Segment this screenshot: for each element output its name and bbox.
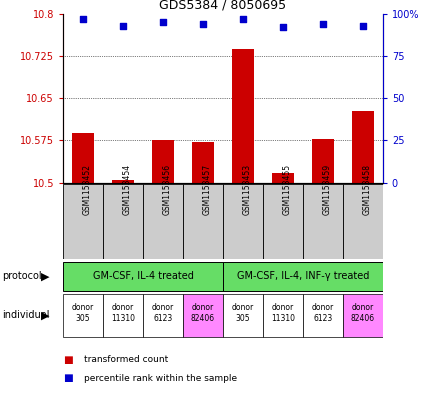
Text: ■: ■ <box>63 354 72 365</box>
Text: GM-CSF, IL-4 treated: GM-CSF, IL-4 treated <box>92 271 193 281</box>
Bar <box>223 262 382 291</box>
Bar <box>231 49 253 183</box>
Text: GM-CSF, IL-4, INF-γ treated: GM-CSF, IL-4, INF-γ treated <box>236 271 368 281</box>
Bar <box>342 294 382 337</box>
Bar <box>342 184 382 259</box>
Bar <box>143 184 183 259</box>
Text: ▶: ▶ <box>41 310 49 320</box>
Bar <box>262 184 302 259</box>
Bar <box>262 294 302 337</box>
Text: GSM1153454: GSM1153454 <box>123 164 132 215</box>
Text: transformed count: transformed count <box>84 355 168 364</box>
Point <box>79 16 86 22</box>
Bar <box>183 184 222 259</box>
Bar <box>191 142 214 183</box>
Point <box>239 16 246 22</box>
Bar <box>103 294 143 337</box>
Bar <box>63 262 223 291</box>
Point <box>279 24 286 30</box>
Bar <box>302 184 342 259</box>
Text: donor
305: donor 305 <box>72 303 94 323</box>
Point <box>199 21 206 27</box>
Text: individual: individual <box>2 310 49 320</box>
Text: GSM1153458: GSM1153458 <box>362 164 371 215</box>
Bar <box>63 294 103 337</box>
Bar <box>72 133 94 183</box>
Text: percentile rank within the sample: percentile rank within the sample <box>84 374 237 382</box>
Text: GSM1153453: GSM1153453 <box>242 164 251 215</box>
Text: ▶: ▶ <box>41 271 49 281</box>
Text: ■: ■ <box>63 373 72 383</box>
Bar <box>183 294 222 337</box>
Bar <box>143 294 183 337</box>
Point <box>119 22 126 29</box>
Text: GSM1153459: GSM1153459 <box>322 164 331 215</box>
Text: donor
82406: donor 82406 <box>191 303 214 323</box>
Bar <box>151 141 174 183</box>
Text: GSM1153457: GSM1153457 <box>203 164 211 215</box>
Bar <box>302 294 342 337</box>
Text: donor
11310: donor 11310 <box>270 303 294 323</box>
Text: GSM1153452: GSM1153452 <box>83 164 92 215</box>
Text: donor
305: donor 305 <box>231 303 253 323</box>
Bar <box>223 294 262 337</box>
Text: donor
11310: donor 11310 <box>111 303 135 323</box>
Text: donor
82406: donor 82406 <box>350 303 374 323</box>
Text: protocol: protocol <box>2 271 42 281</box>
Bar <box>223 184 262 259</box>
Bar <box>112 180 134 183</box>
Bar <box>351 111 373 183</box>
Bar <box>63 184 103 259</box>
Text: donor
6123: donor 6123 <box>151 303 174 323</box>
Title: GDS5384 / 8050695: GDS5384 / 8050695 <box>159 0 286 11</box>
Bar <box>271 173 293 183</box>
Point <box>358 22 365 29</box>
Point <box>159 19 166 25</box>
Text: donor
6123: donor 6123 <box>311 303 333 323</box>
Text: GSM1153456: GSM1153456 <box>163 164 171 215</box>
Text: GSM1153455: GSM1153455 <box>282 164 291 215</box>
Bar <box>103 184 143 259</box>
Point <box>319 21 326 27</box>
Bar <box>311 140 333 183</box>
